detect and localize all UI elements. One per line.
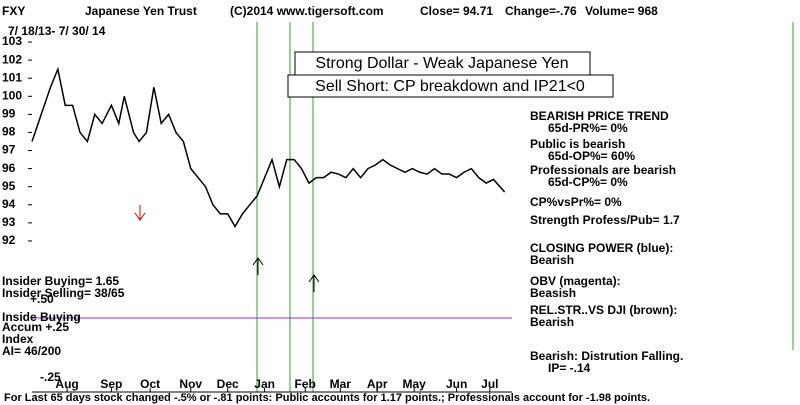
note: Beasish [530, 286, 576, 300]
note: Professionals are bearish [530, 163, 676, 177]
arrow [308, 274, 320, 292]
x-tick-label: Nov [179, 377, 202, 391]
x-tick-label: Oct [140, 377, 160, 391]
note: Index [2, 332, 34, 346]
y-tick-label: 99 [2, 107, 16, 121]
callout: Sell Short: CP breakdown and IP21<0 [315, 78, 585, 95]
y-tick-label: 98 [2, 125, 16, 139]
sell-arrow [134, 205, 146, 221]
y-tick-label: 103 [2, 34, 22, 48]
y-tick-label: 95 [2, 179, 16, 193]
y-tick-label: 97 [2, 143, 16, 157]
note: AI= 46/200 [2, 344, 61, 358]
note: Accum +.25 [2, 320, 69, 334]
volume: Volume= 968 [585, 4, 658, 18]
price-line [31, 66, 506, 228]
x-tick-label: May [402, 377, 426, 391]
x-tick-label: Mar [330, 377, 352, 391]
note: REL.STR..VS DJI (brown): [530, 303, 677, 317]
y-tick-label: 93 [2, 215, 16, 229]
note: Public is bearish [530, 137, 625, 151]
callout: Strong Dollar - Weak Japanese Yen [315, 55, 568, 72]
x-tick-label: Dec [217, 377, 239, 391]
note: Insider Selling= 38/65 [2, 286, 125, 300]
note: CP%vsPr%= 0% [530, 195, 622, 209]
chart-title: Japanese Yen Trust [85, 4, 197, 18]
note: CLOSING POWER (blue): [530, 241, 673, 255]
note: BEARISH PRICE TREND [530, 109, 669, 123]
x-tick-label: Jan [254, 377, 275, 391]
y-tick-label: 102 [2, 52, 22, 66]
note: +.50 [30, 292, 54, 306]
note: IP= -.14 [548, 361, 591, 375]
x-tick-label: Jun [446, 377, 467, 391]
y-tick-label: 94 [2, 197, 16, 211]
y-tick-label: 96 [2, 161, 16, 175]
x-tick-label: Aug [55, 377, 78, 391]
x-tick-label: Sep [100, 377, 122, 391]
note: Inside Buying [2, 310, 81, 324]
note: Bearish [530, 315, 574, 329]
note: -.25 [40, 370, 61, 384]
footer: For Last 65 days stock changed -.5% or -… [4, 392, 650, 404]
note: 65d-PR%= 0% [548, 121, 628, 135]
note: Insider Buying= 1.65 [2, 274, 119, 288]
y-tick-label: 92 [2, 233, 16, 247]
change: Change=-.76 [505, 4, 577, 18]
y-tick-label: 101 [2, 70, 22, 84]
close: Close= 94.71 [420, 4, 493, 18]
x-tick-label: Feb [295, 377, 316, 391]
callout-box [287, 74, 614, 98]
note: Bearish: Distrution Falling. [530, 349, 683, 363]
ticker: FXY [2, 4, 25, 18]
note: 65d-OP%= 60% [548, 149, 635, 163]
copyright: (C)2014 www.tigersoft.com [230, 4, 384, 18]
note: Bearish [530, 253, 574, 267]
note: 65d-CP%= 0% [548, 175, 628, 189]
x-tick-label: Jul [481, 377, 498, 391]
y-tick-label: 100 [2, 88, 22, 102]
date-range: 7/ 18/13- 7/ 30/ 14 [8, 24, 106, 38]
note: OBV (magenta): [530, 274, 621, 288]
note: Strength Profess/Pub= 1.7 [530, 213, 680, 227]
arrow [252, 257, 264, 275]
x-tick-label: Apr [367, 377, 388, 391]
